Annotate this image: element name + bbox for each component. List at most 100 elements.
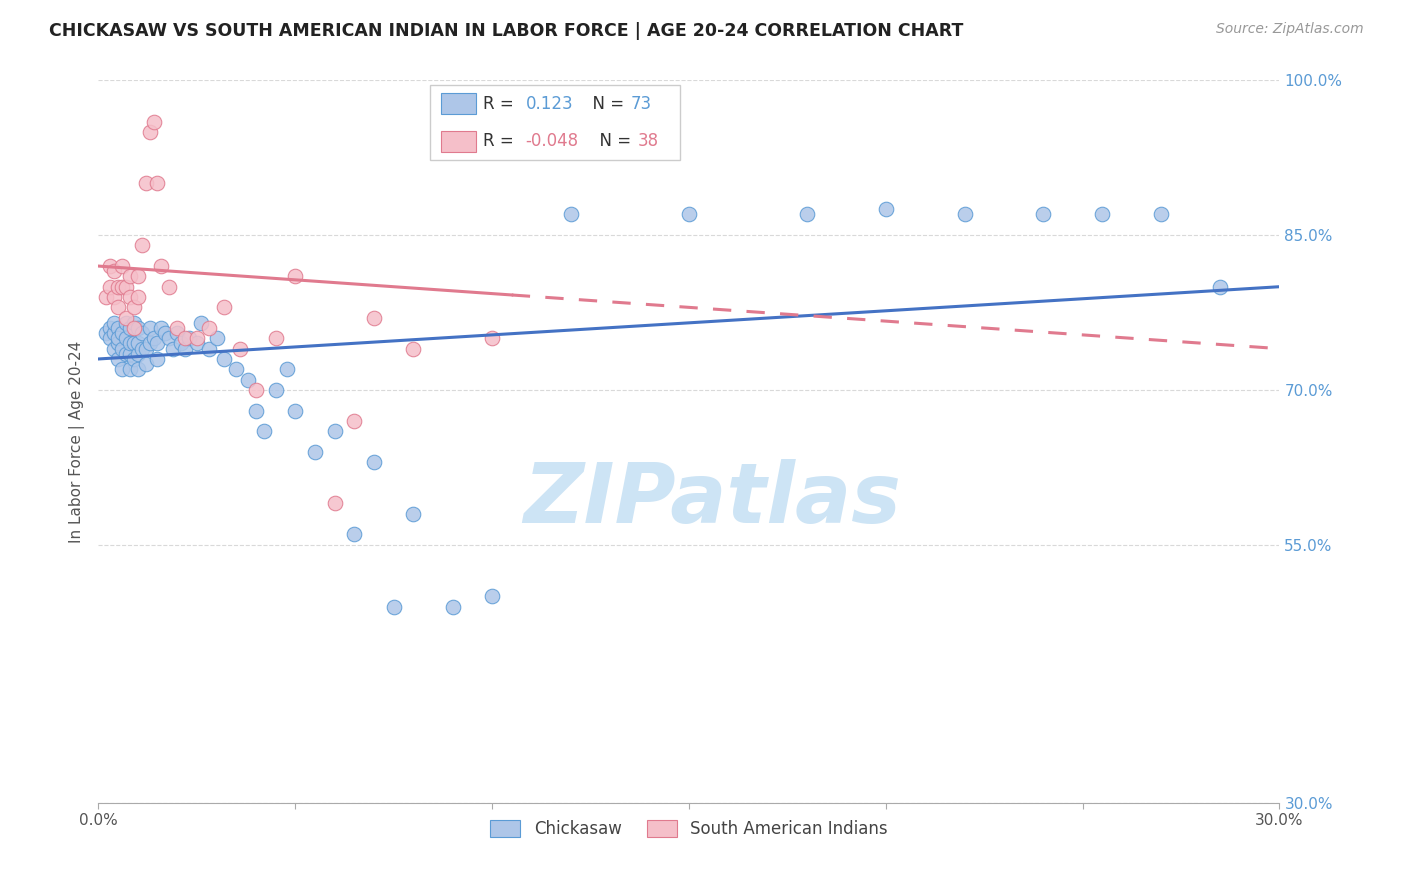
Point	[150, 259, 173, 273]
Point	[115, 347, 138, 361]
Point	[118, 336, 141, 351]
Point	[382, 599, 405, 614]
Point	[127, 290, 149, 304]
Point	[127, 362, 149, 376]
Y-axis label: In Labor Force | Age 20-24: In Labor Force | Age 20-24	[69, 341, 84, 542]
Point	[197, 321, 219, 335]
Text: -0.048: -0.048	[526, 132, 579, 150]
Point	[441, 599, 464, 614]
Point	[363, 455, 385, 469]
Point	[118, 269, 141, 284]
Point	[875, 202, 897, 217]
Point	[343, 414, 366, 428]
Point	[197, 342, 219, 356]
Point	[146, 177, 169, 191]
Point	[363, 310, 385, 325]
Point	[107, 301, 129, 315]
Point	[678, 207, 700, 221]
Point	[264, 383, 287, 397]
Point	[111, 342, 134, 356]
Point	[107, 279, 129, 293]
Point	[138, 321, 160, 335]
Point	[245, 383, 267, 397]
Point	[560, 207, 582, 221]
Point	[953, 207, 976, 221]
Point	[1150, 207, 1173, 221]
Text: R =: R =	[484, 95, 519, 112]
Text: 73: 73	[631, 95, 652, 112]
FancyBboxPatch shape	[441, 94, 477, 114]
Point	[186, 336, 208, 351]
Point	[131, 238, 153, 252]
Point	[103, 290, 125, 304]
Point	[111, 279, 134, 293]
Point	[155, 326, 177, 340]
Point	[127, 321, 149, 335]
Point	[142, 331, 165, 345]
Point	[127, 269, 149, 284]
Point	[146, 351, 169, 366]
Point	[1032, 207, 1054, 221]
Point	[186, 331, 208, 345]
Point	[115, 310, 138, 325]
Point	[138, 336, 160, 351]
Text: 38: 38	[638, 132, 659, 150]
Point	[214, 351, 236, 366]
Point	[177, 331, 200, 345]
Text: ZIPatlas: ZIPatlas	[523, 458, 901, 540]
Point	[103, 316, 125, 330]
Point	[135, 342, 157, 356]
Point	[1209, 279, 1232, 293]
Point	[174, 331, 197, 345]
Point	[118, 362, 141, 376]
Point	[146, 336, 169, 351]
Point	[127, 336, 149, 351]
Point	[115, 331, 138, 345]
Text: 0.123: 0.123	[526, 95, 574, 112]
Point	[284, 269, 307, 284]
Point	[131, 326, 153, 340]
Point	[166, 326, 188, 340]
Point	[135, 357, 157, 371]
Point	[111, 326, 134, 340]
Point	[107, 331, 129, 345]
Point	[103, 326, 125, 340]
Point	[96, 290, 118, 304]
Point	[107, 321, 129, 335]
Point	[135, 177, 157, 191]
FancyBboxPatch shape	[430, 85, 681, 160]
Point	[214, 301, 236, 315]
Point	[122, 301, 145, 315]
Point	[284, 403, 307, 417]
Point	[796, 207, 818, 221]
Point	[253, 424, 276, 438]
Point	[98, 259, 121, 273]
Point	[111, 362, 134, 376]
Point	[138, 125, 160, 139]
Point	[229, 342, 252, 356]
Point	[131, 342, 153, 356]
Point	[103, 264, 125, 278]
Point	[142, 114, 165, 128]
Point	[157, 331, 180, 345]
Point	[1091, 207, 1114, 221]
Point	[115, 279, 138, 293]
Point	[127, 347, 149, 361]
Legend: Chickasaw, South American Indians: Chickasaw, South American Indians	[484, 814, 894, 845]
Point	[481, 331, 503, 345]
Point	[323, 424, 346, 438]
Point	[323, 496, 346, 510]
Text: CHICKASAW VS SOUTH AMERICAN INDIAN IN LABOR FORCE | AGE 20-24 CORRELATION CHART: CHICKASAW VS SOUTH AMERICAN INDIAN IN LA…	[49, 22, 963, 40]
Text: R =: R =	[484, 132, 519, 150]
Point	[157, 279, 180, 293]
Point	[162, 342, 184, 356]
Point	[122, 316, 145, 330]
Point	[402, 507, 425, 521]
Point	[225, 362, 247, 376]
Point	[170, 336, 193, 351]
Point	[304, 445, 326, 459]
Point	[122, 336, 145, 351]
Point	[264, 331, 287, 345]
Point	[115, 316, 138, 330]
Point	[236, 373, 259, 387]
